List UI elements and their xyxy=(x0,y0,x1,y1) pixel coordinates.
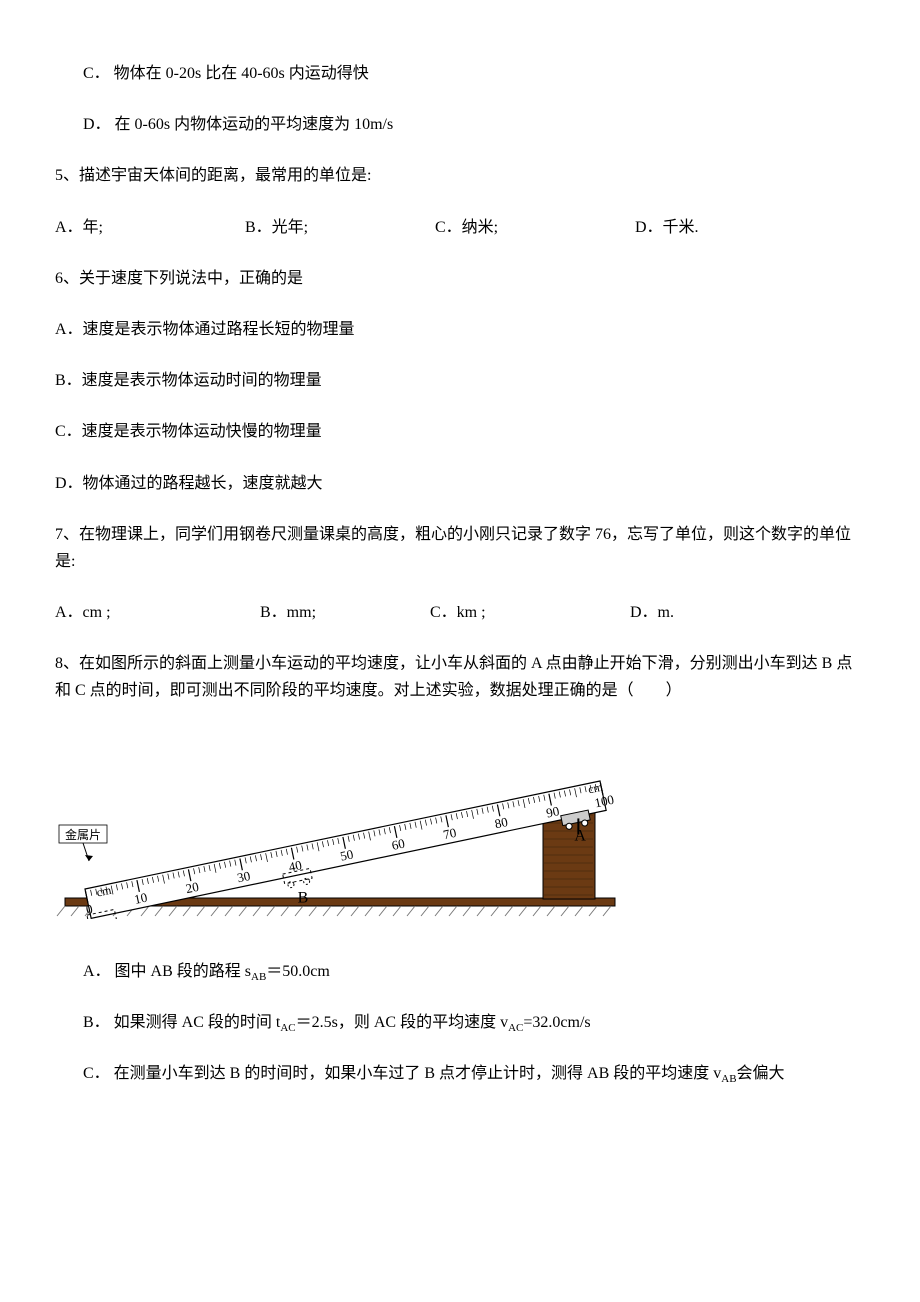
svg-text:A: A xyxy=(574,827,586,844)
q8-b-post: =32.0cm/s xyxy=(523,1014,590,1031)
q5-options: A．年; B．光年; C．纳米; D．千米. xyxy=(55,214,865,241)
q8-c-sub: AB xyxy=(721,1073,736,1085)
q7-option-a: A．cm ; xyxy=(55,599,260,626)
q8-b-pre: B． 如果测得 AC 段的时间 t xyxy=(83,1014,280,1031)
q5-text: 5、描述宇宙天体间的距离，最常用的单位是: xyxy=(55,162,865,189)
q8-figure: 0102030405060708090100cmcmABC金属片 xyxy=(55,729,865,928)
q5-option-b: B．光年; xyxy=(245,214,435,241)
q5-option-d: D．千米. xyxy=(635,214,699,241)
q8-b-sub2: AC xyxy=(508,1022,523,1034)
q7-option-c: C．km ; xyxy=(430,599,630,626)
svg-text:B: B xyxy=(298,889,309,906)
q8-a-post: ＝50.0cm xyxy=(266,963,330,980)
q6-text: 6、关于速度下列说法中，正确的是 xyxy=(55,265,865,292)
q8-c-post: 会偏大 xyxy=(737,1065,785,1082)
q8-option-b: B． 如果测得 AC 段的时间 tAC＝2.5s，则 AC 段的平均速度 vAC… xyxy=(55,1009,865,1036)
q-shared-option-c: C． 物体在 0‐20s 比在 40‐60s 内运动得快 xyxy=(55,60,865,87)
q8-a-sub: AB xyxy=(251,971,266,983)
q7-option-d: D．m. xyxy=(630,599,674,626)
ramp-diagram-svg: 0102030405060708090100cmcmABC金属片 xyxy=(55,729,630,919)
q7-options: A．cm ; B．mm; C．km ; D．m. xyxy=(55,599,865,626)
svg-text:金属片: 金属片 xyxy=(65,827,101,842)
q8-c-pre: C． 在测量小车到达 B 的时间时，如果小车过了 B 点才停止计时，测得 AB … xyxy=(83,1065,721,1082)
q5-option-c: C．纳米; xyxy=(435,214,635,241)
q5-option-a: A．年; xyxy=(55,214,245,241)
q8-option-c: C． 在测量小车到达 B 的时间时，如果小车过了 B 点才停止计时，测得 AB … xyxy=(55,1060,865,1087)
q8-text: 8、在如图所示的斜面上测量小车运动的平均速度，让小车从斜面的 A 点由静止开始下… xyxy=(55,650,865,704)
q8-a-pre: A． 图中 AB 段的路程 s xyxy=(83,963,251,980)
q-shared-option-d: D． 在 0‐60s 内物体运动的平均速度为 10m/s xyxy=(55,111,865,138)
q8-option-a: A． 图中 AB 段的路程 sAB＝50.0cm xyxy=(55,958,865,985)
q6-option-a: A．速度是表示物体通过路程长短的物理量 xyxy=(55,316,865,343)
q6-option-b: B．速度是表示物体运动时间的物理量 xyxy=(55,367,865,394)
q8-b-mid: ＝2.5s，则 AC 段的平均速度 v xyxy=(296,1014,508,1031)
q6-option-c: C．速度是表示物体运动快慢的物理量 xyxy=(55,418,865,445)
q6-option-d: D．物体通过的路程越长，速度就越大 xyxy=(55,470,865,497)
q7-text: 7、在物理课上，同学们用钢卷尺测量课桌的高度，粗心的小刚只记录了数字 76，忘写… xyxy=(55,521,865,575)
q8-b-sub1: AC xyxy=(280,1022,295,1034)
q7-option-b: B．mm; xyxy=(260,599,430,626)
